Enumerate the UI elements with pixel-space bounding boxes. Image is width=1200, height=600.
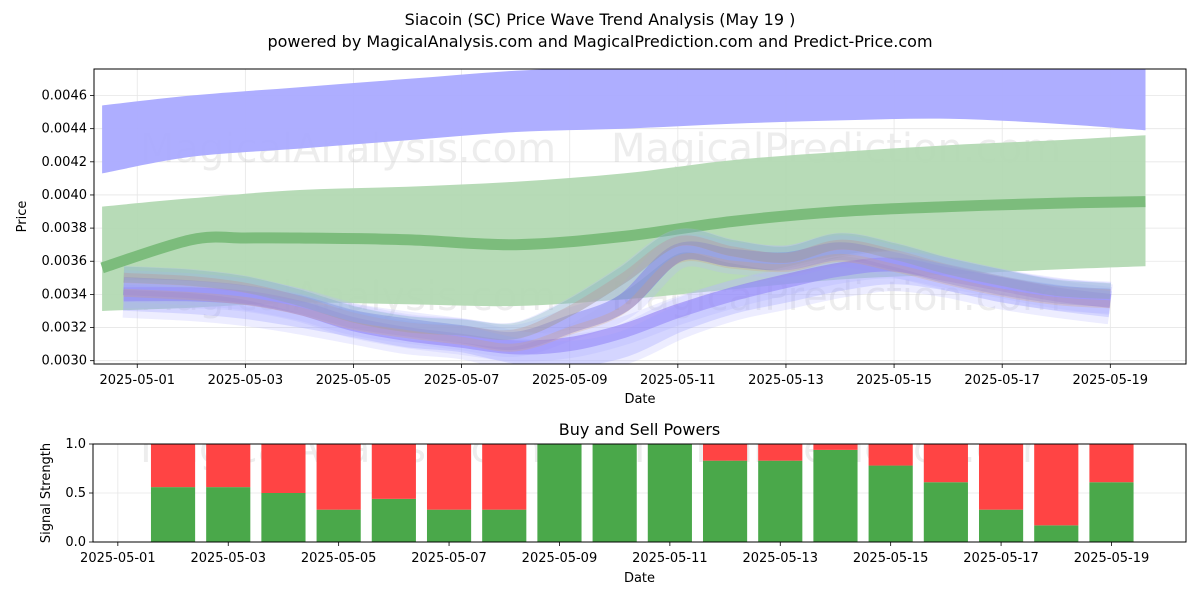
buy-bar bbox=[206, 487, 251, 542]
short-wave-halo bbox=[122, 251, 1113, 364]
sell-bar bbox=[1089, 444, 1134, 483]
y-tick-label: 1.0 bbox=[65, 437, 86, 452]
buy-bar bbox=[371, 498, 416, 542]
x-tick-label: 2025-05-07 bbox=[424, 373, 500, 388]
x-tick-label: 2025-05-09 bbox=[522, 551, 598, 566]
sell-bar bbox=[923, 444, 968, 483]
x-tick-label: 2025-05-03 bbox=[190, 551, 266, 566]
blue-wave-band bbox=[102, 69, 1146, 174]
x-tick-label: 2025-05-11 bbox=[640, 373, 716, 388]
sell-bar bbox=[758, 444, 803, 461]
y-tick-label: 0.0 bbox=[65, 535, 86, 550]
y-axis-label: Signal Strength bbox=[39, 443, 54, 543]
x-tick-label: 2025-05-15 bbox=[853, 551, 929, 566]
y-tick-label: 0.0042 bbox=[42, 155, 88, 170]
sell-bar bbox=[371, 444, 416, 499]
buy-bar bbox=[1034, 525, 1079, 542]
trend-line bbox=[100, 196, 1146, 274]
short-wave-halo bbox=[123, 228, 1112, 348]
buy-bar bbox=[426, 509, 472, 542]
short-wave-line bbox=[123, 258, 1112, 364]
sell-bar bbox=[1034, 444, 1079, 526]
buy-bar bbox=[868, 465, 913, 542]
short-wave-line bbox=[123, 235, 1111, 341]
sell-bar bbox=[978, 444, 1024, 510]
y-tick-label: 0.0030 bbox=[42, 354, 88, 369]
plot-frame bbox=[93, 68, 1187, 365]
x-tick-label: 2025-05-13 bbox=[742, 551, 818, 566]
x-axis-label: Date bbox=[624, 571, 655, 586]
y-tick-label: 0.5 bbox=[65, 486, 86, 501]
buy-bar bbox=[647, 444, 692, 542]
x-tick-label: 2025-05-07 bbox=[411, 551, 487, 566]
sell-bar bbox=[316, 444, 361, 510]
buy-bar bbox=[702, 460, 748, 542]
y-tick-label: 0.0036 bbox=[42, 254, 88, 269]
x-tick-label: 2025-05-01 bbox=[80, 551, 156, 566]
y-tick-label: 0.0038 bbox=[42, 221, 88, 236]
buy-bar bbox=[316, 509, 361, 542]
x-tick-label: 2025-05-03 bbox=[208, 373, 284, 388]
y-tick-label: 0.0034 bbox=[42, 287, 88, 302]
x-tick-label: 2025-05-19 bbox=[1073, 373, 1149, 388]
sell-bar bbox=[702, 444, 748, 461]
signal-chart-title: Buy and Sell Powers bbox=[559, 420, 721, 439]
y-axis-label: Price bbox=[15, 201, 30, 233]
signal-panel: Buy and Sell Powers MagicalAnalysis.comMa… bbox=[39, 420, 1187, 586]
x-tick-label: 2025-05-13 bbox=[748, 373, 824, 388]
x-tick-label: 2025-05-01 bbox=[99, 373, 175, 388]
short-wave-orange bbox=[123, 253, 1111, 352]
sell-bar bbox=[482, 444, 527, 510]
buy-bar bbox=[813, 449, 858, 542]
sell-bar bbox=[150, 444, 196, 488]
x-tick-label: 2025-05-09 bbox=[532, 373, 608, 388]
x-tick-label: 2025-05-05 bbox=[301, 551, 377, 566]
price-panel: MagicalAnalysis.com MagicalPrediction.com… bbox=[15, 68, 1187, 407]
buy-bar bbox=[758, 460, 803, 542]
sell-bar bbox=[261, 444, 306, 493]
buy-bar bbox=[482, 509, 527, 542]
buy-bar bbox=[261, 493, 306, 542]
x-tick-label: 2025-05-17 bbox=[964, 373, 1040, 388]
short-wave-line bbox=[123, 257, 1112, 355]
chart-subtitle: powered by MagicalAnalysis.com and Magic… bbox=[267, 32, 932, 51]
x-axis-label: Date bbox=[624, 392, 655, 407]
x-tick-label: 2025-05-15 bbox=[856, 373, 932, 388]
x-tick-label: 2025-05-05 bbox=[316, 373, 392, 388]
y-tick-label: 0.0044 bbox=[42, 122, 88, 137]
x-tick-label: 2025-05-17 bbox=[963, 551, 1039, 566]
plot-area: MagicalAnalysis.com MagicalPrediction.com… bbox=[100, 69, 1146, 364]
y-tick-label: 0.0032 bbox=[42, 321, 88, 336]
short-wave-teal bbox=[123, 229, 1111, 340]
buy-bar bbox=[978, 509, 1024, 542]
sell-bar bbox=[813, 444, 858, 450]
x-tick-label: 2025-05-11 bbox=[632, 551, 708, 566]
x-tick-label: 2025-05-19 bbox=[1074, 551, 1150, 566]
sell-bar bbox=[868, 444, 913, 466]
buy-bar bbox=[923, 482, 968, 542]
y-tick-label: 0.0046 bbox=[42, 89, 88, 104]
chart-title: Siacoin (SC) Price Wave Trend Analysis (… bbox=[405, 10, 796, 29]
y-tick-label: 0.0040 bbox=[42, 188, 88, 203]
buy-bar bbox=[537, 444, 582, 542]
sell-bar bbox=[206, 444, 251, 488]
buy-bar bbox=[592, 444, 637, 542]
buy-bar bbox=[150, 487, 196, 542]
buy-bar bbox=[1089, 482, 1134, 542]
sell-bar bbox=[426, 444, 472, 510]
